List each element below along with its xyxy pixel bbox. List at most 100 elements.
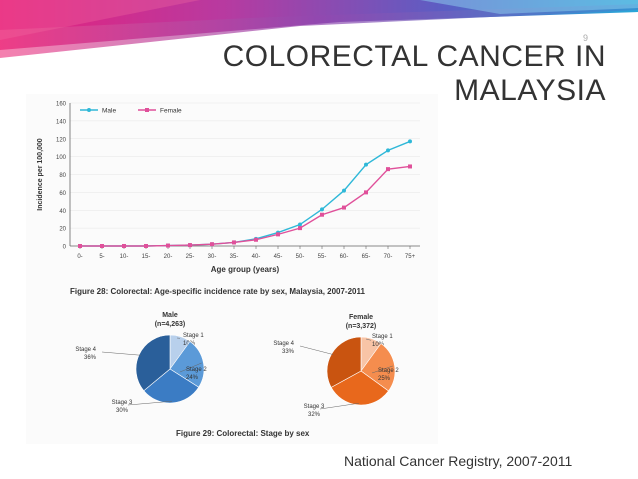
legend-label: Male	[102, 108, 116, 115]
data-point-female	[364, 190, 368, 195]
pie-slice-value: 30%	[116, 408, 129, 414]
y-tick-label: 0	[63, 245, 67, 251]
x-tick-label: 15-	[142, 254, 151, 260]
pie-chart-female: Female (n=3,372) Stage 1 10% Stage 2 25% Stage…	[273, 314, 399, 418]
pie-slice-stage-2	[360, 343, 396, 392]
x-tick-label: 60-	[340, 254, 349, 260]
pie-slice-label: Stage 1	[183, 333, 204, 339]
pie-leader-line	[299, 345, 334, 355]
pie-leader-line	[101, 351, 141, 356]
data-point-female	[188, 243, 192, 248]
pie-caption: Figure 29: Colorectal: Stage by sex	[176, 429, 310, 438]
pie-subtitle: (n=3,372)	[346, 323, 377, 330]
pie-slice-value: 25%	[378, 376, 391, 382]
data-point-female	[342, 205, 346, 210]
legend-marker	[145, 108, 149, 112]
x-axis-label: Age group (years)	[211, 265, 280, 274]
data-point-female	[144, 244, 148, 248]
pie-leader-line	[365, 338, 372, 341]
pie-slice-value: 10%	[372, 342, 385, 348]
slide-title: COLORECTAL CANCER IN MALAYSIA	[223, 40, 606, 108]
pie-slice-label: Stage 2	[186, 367, 207, 373]
y-tick-label: 160	[56, 102, 67, 108]
data-point-female	[210, 242, 214, 247]
line-chart: 0 20 40 60 80 100 120 140 160 0- 5- 10- 15- 20- 25- 30-…	[37, 102, 420, 274]
source-citation: National Cancer Registry, 2007-2011	[344, 453, 573, 469]
pie-leader-line	[319, 402, 360, 410]
pie-slice-label: Stage 3	[112, 400, 133, 406]
data-point-female	[78, 244, 82, 248]
pie-chart-male: Male(n=4,263)Stage 110%Stage 224%Stage 3…	[75, 312, 207, 414]
pie-leader-line	[179, 362, 202, 373]
pie-slice-value: 24%	[186, 375, 199, 381]
y-tick-label: 40	[59, 209, 66, 215]
x-tick-label: 0-	[77, 254, 82, 260]
x-tick-label: 10-	[120, 254, 129, 260]
figure-panel: 0 20 40 60 80 100 120 140 160 0- 5- 10- 15- 20- 25- 30-…	[26, 94, 438, 444]
y-tick-label: 80	[59, 173, 66, 179]
data-point-female	[276, 232, 280, 237]
pie-leader-line	[371, 365, 393, 374]
pie-slice-value: 33%	[282, 349, 295, 355]
y-tick-label: 20	[59, 227, 66, 233]
data-point-female	[320, 212, 324, 217]
decorative-banner	[0, 0, 638, 58]
x-tick-label: 30-	[208, 254, 217, 260]
pie-slice-stage-3	[330, 370, 389, 406]
data-point-female	[232, 240, 236, 245]
legend-label: Female	[160, 108, 182, 115]
data-point-male	[320, 207, 324, 212]
slide-title-line-1: COLORECTAL CANCER IN	[222, 40, 606, 73]
y-tick-label: 60	[59, 191, 66, 197]
series-line-male	[80, 140, 411, 247]
x-tick-label: 20-	[164, 254, 173, 260]
data-point-male	[298, 222, 302, 227]
data-point-male	[342, 188, 346, 193]
pie-slice-label: Stage 3	[304, 404, 325, 410]
pie-slice-label: Stage 4	[75, 347, 96, 353]
data-point-female	[122, 244, 126, 248]
data-point-female	[386, 167, 390, 172]
legend-marker	[87, 108, 91, 112]
x-tick-label: 75+	[405, 254, 416, 260]
pie-title: Female	[349, 314, 373, 321]
x-tick-label: 5-	[99, 254, 104, 260]
pie-leader-line	[127, 400, 173, 406]
x-tick-label: 50-	[296, 254, 305, 260]
series-line-female	[80, 165, 411, 247]
data-point-female	[100, 244, 104, 248]
pie-slice-value: 32%	[308, 412, 321, 418]
x-tick-label: 25-	[186, 254, 195, 260]
slide-number: 9	[583, 33, 589, 43]
slide-title-line-2: MALAYSIA	[454, 74, 606, 107]
pie-slice-label: Stage 1	[372, 334, 393, 340]
y-tick-label: 140	[56, 119, 67, 125]
pie-slice-value: 36%	[84, 355, 97, 361]
y-tick-label: 100	[56, 155, 67, 161]
pie-slice-label: Stage 4	[273, 341, 294, 347]
pie-slice-stage-4	[326, 336, 362, 388]
figure-svg: 0 20 40 60 80 100 120 140 160 0- 5- 10- 15- 20- 25- 30-…	[37, 102, 420, 438]
x-tick-label: 40-	[252, 254, 261, 260]
pie-title: Male	[162, 312, 178, 319]
x-tick-label: 55-	[318, 254, 327, 260]
pie-slice-label: Stage 2	[378, 368, 399, 374]
pie-slice-stage-3	[143, 368, 200, 404]
pie-slice-stage-2	[169, 341, 205, 388]
x-tick-label: 45-	[274, 254, 283, 260]
pie-subtitle: (n=4,263)	[155, 321, 186, 328]
data-point-female	[408, 164, 412, 169]
data-point-male	[408, 139, 412, 144]
data-point-male	[364, 162, 368, 167]
x-tick-label: 35-	[230, 254, 239, 260]
data-point-male	[386, 148, 390, 153]
y-tick-label: 120	[56, 137, 67, 143]
y-axis-label: Incidence per 100,000	[37, 138, 44, 210]
x-tick-label: 65-	[362, 254, 371, 260]
line-chart-caption: Figure 28: Colorectal: Age-specific inci…	[70, 287, 366, 296]
data-point-female	[166, 243, 170, 248]
pie-slice-stage-4	[135, 334, 171, 392]
data-point-female	[298, 226, 302, 231]
data-point-female	[254, 237, 258, 242]
x-tick-label: 70-	[384, 254, 393, 260]
